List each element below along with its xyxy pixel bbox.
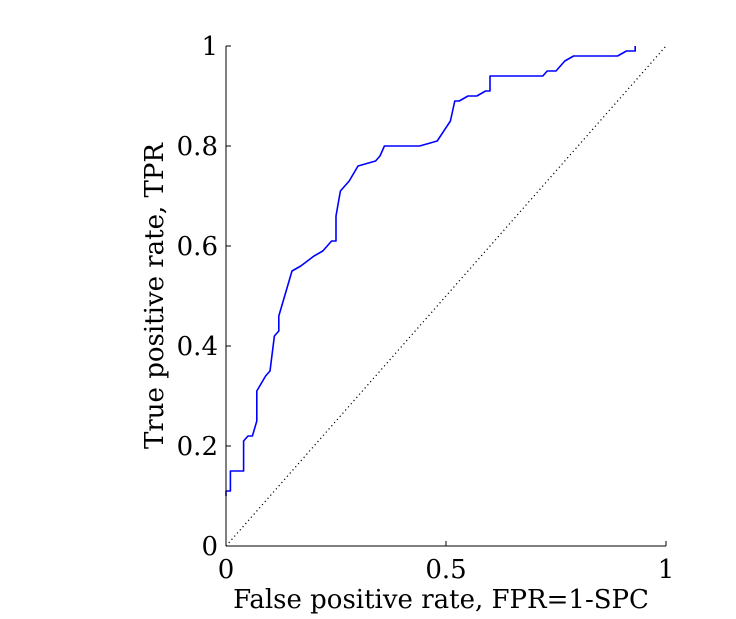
y-tick-label: 0.4: [177, 332, 218, 362]
roc-curve-line: [225, 46, 637, 496]
x-tick-label: 0: [218, 555, 235, 585]
y-tick-label: 0.8: [177, 132, 218, 162]
y-axis-title: True positive rate, TPR: [140, 142, 170, 449]
chance-diagonal-line: [225, 45, 667, 547]
x-tick-label: 0.5: [425, 555, 466, 585]
ticks-layer: 0 0.5 1 0 0.2 0.4 0.6 0.8 1: [177, 32, 675, 585]
y-tick-label: 0.6: [177, 232, 218, 262]
axes-layer: [225, 46, 666, 547]
y-tick-label: 0: [201, 532, 218, 562]
y-tick-label: 0.2: [177, 432, 218, 462]
x-axis-title: False positive rate, FPR=1-SPC: [233, 585, 649, 614]
x-tick-label: 1: [658, 555, 675, 585]
lines-layer: [225, 45, 667, 547]
y-tick-label: 1: [201, 32, 218, 62]
